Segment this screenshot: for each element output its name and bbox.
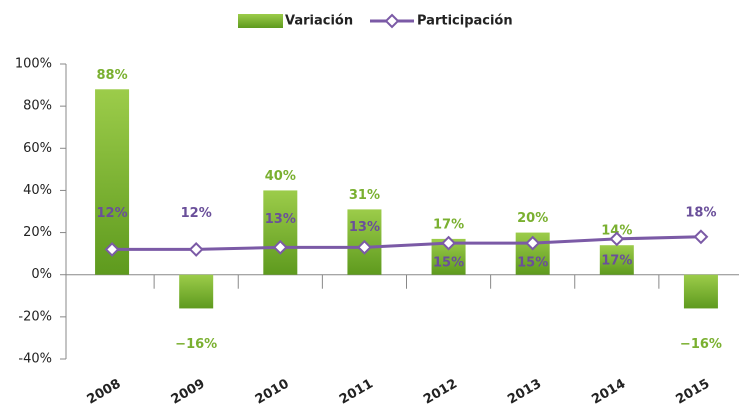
bar-label: −16% (175, 337, 217, 352)
line-label: 15% (517, 256, 548, 271)
x-tick-label: 2008 (85, 376, 124, 407)
y-tick-label: 60% (23, 141, 52, 156)
bar (599, 245, 634, 275)
line-label: 13% (349, 220, 380, 235)
bar-label: 31% (349, 188, 380, 203)
x-tick-label: 2009 (169, 376, 208, 407)
x-tick-label: 2011 (337, 376, 376, 407)
y-tick-label: 0% (31, 267, 52, 282)
y-tick-label: 40% (23, 183, 52, 198)
legend-marker (384, 13, 400, 29)
line-label: 17% (601, 253, 632, 268)
marker (525, 235, 541, 251)
line-label: 12% (97, 206, 128, 221)
bar-label: 14% (601, 224, 632, 239)
y-tick-label: 20% (23, 225, 52, 240)
marker (609, 231, 625, 247)
bar-label: 88% (97, 68, 128, 83)
x-tick-label: 2015 (674, 376, 713, 407)
marker (693, 229, 709, 245)
line-label: 13% (265, 212, 296, 227)
line-label: 15% (433, 256, 464, 271)
y-tick-label: 100% (15, 57, 52, 72)
y-tick-label: 80% (23, 99, 52, 114)
legend-label: Variación (285, 14, 353, 29)
marker (357, 239, 372, 255)
bar (263, 190, 298, 275)
line-label: 18% (685, 205, 716, 220)
bar (683, 274, 718, 309)
line-label: 12% (181, 206, 212, 221)
marker (272, 239, 288, 255)
bar-label: 40% (265, 169, 296, 184)
bar-label: −16% (680, 337, 722, 352)
x-tick-label: 2013 (505, 376, 544, 407)
y-tick-label: -40% (18, 352, 52, 367)
x-tick-label: 2012 (421, 376, 460, 407)
legend-swatch (238, 14, 283, 28)
bar (179, 274, 214, 309)
x-tick-label: 2010 (253, 376, 292, 407)
marker (441, 235, 456, 251)
marker (104, 242, 120, 257)
x-tick-label: 2014 (589, 376, 628, 407)
line (112, 235, 701, 251)
bar-label: 20% (517, 211, 548, 226)
legend-label: Participación (417, 14, 513, 29)
y-tick-label: -20% (18, 309, 52, 324)
marker (188, 242, 204, 257)
bar-label: 17% (433, 217, 464, 232)
